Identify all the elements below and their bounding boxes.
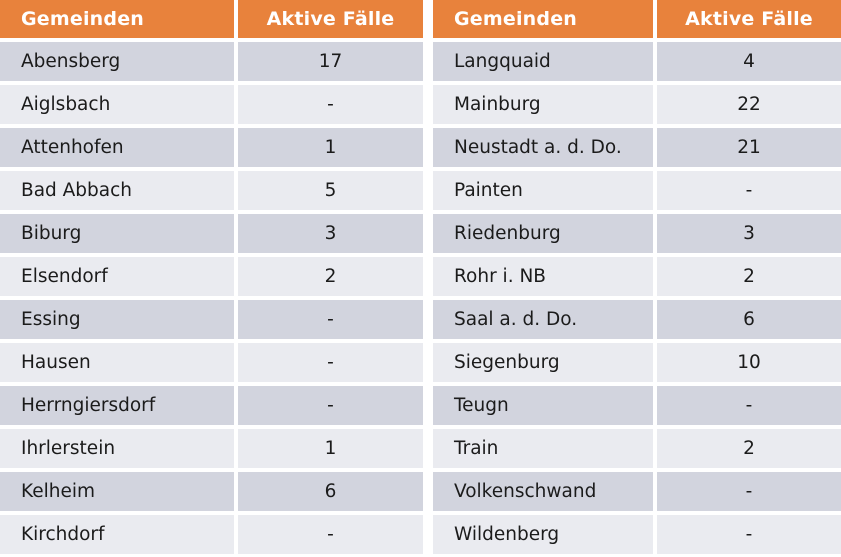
active-cases-value-cell: 2	[238, 257, 423, 300]
active-cases-value-cell: 17	[238, 42, 423, 85]
municipality-name-cell: Abensberg	[0, 42, 238, 85]
active-cases-value-cell: -	[657, 386, 841, 429]
column-header-gemeinden: Gemeinden	[433, 0, 657, 42]
column-header-aktive-faelle: Aktive Fälle	[238, 0, 423, 42]
table-row: Essing -	[0, 300, 423, 343]
active-cases-value-cell: 21	[657, 128, 841, 171]
table-row: Biburg 3	[0, 214, 423, 257]
right-table-body: Langquaid 4 Mainburg 22 Neustadt a. d. Do. 21…	[433, 42, 841, 557]
municipality-name-cell: Rohr i. NB	[433, 257, 657, 300]
municipality-name-cell: Painten	[433, 171, 657, 214]
municipality-name-cell: Riedenburg	[433, 214, 657, 257]
column-header-aktive-faelle: Aktive Fälle	[657, 0, 841, 42]
active-cases-value-cell: -	[238, 343, 423, 386]
municipality-name-cell: Essing	[0, 300, 238, 343]
table-row: Rohr i. NB 2	[433, 257, 841, 300]
municipality-name-cell: Hausen	[0, 343, 238, 386]
table-row: Bad Abbach 5	[0, 171, 423, 214]
table-row: Teugn -	[433, 386, 841, 429]
municipality-name-cell: Train	[433, 429, 657, 472]
header-row: Gemeinden Aktive Fälle	[0, 0, 423, 42]
table-row: Abensberg 17	[0, 42, 423, 85]
municipality-name-cell: Mainburg	[433, 85, 657, 128]
active-cases-value-cell: -	[238, 386, 423, 429]
municipality-name-cell: Herrngiersdorf	[0, 386, 238, 429]
active-cases-value-cell: -	[238, 300, 423, 343]
active-cases-value-cell: -	[238, 85, 423, 128]
active-cases-value-cell: 4	[657, 42, 841, 85]
table-row: Attenhofen 1	[0, 128, 423, 171]
active-cases-value-cell: 6	[657, 300, 841, 343]
table-row: Siegenburg 10	[433, 343, 841, 386]
table-row: Riedenburg 3	[433, 214, 841, 257]
table-row: Herrngiersdorf -	[0, 386, 423, 429]
active-cases-value-cell: 22	[657, 85, 841, 128]
municipality-name-cell: Langquaid	[433, 42, 657, 85]
municipality-name-cell: Elsendorf	[0, 257, 238, 300]
municipality-name-cell: Neustadt a. d. Do.	[433, 128, 657, 171]
right-table-header: Gemeinden Aktive Fälle	[433, 0, 841, 42]
left-table: Gemeinden Aktive Fälle Abensberg 17 Aiglsb…	[0, 0, 423, 557]
table-row: Neustadt a. d. Do. 21	[433, 128, 841, 171]
table-row: Langquaid 4	[433, 42, 841, 85]
municipality-name-cell: Biburg	[0, 214, 238, 257]
table-row: Volkenschwand -	[433, 472, 841, 515]
active-cases-value-cell: -	[657, 171, 841, 214]
active-cases-value-cell: 2	[657, 257, 841, 300]
right-table: Gemeinden Aktive Fälle Langquaid 4 Mainbur…	[433, 0, 841, 557]
left-table-body: Abensberg 17 Aiglsbach - Attenhofen 1 Bad Abba…	[0, 42, 423, 557]
header-row: Gemeinden Aktive Fälle	[433, 0, 841, 42]
active-cases-value-cell: -	[657, 472, 841, 515]
active-cases-value-cell: 3	[238, 214, 423, 257]
table-row: Aiglsbach -	[0, 85, 423, 128]
active-cases-value-cell: 10	[657, 343, 841, 386]
active-cases-value-cell: -	[238, 515, 423, 557]
active-cases-value-cell: 6	[238, 472, 423, 515]
table-row: Hausen -	[0, 343, 423, 386]
municipality-name-cell: Attenhofen	[0, 128, 238, 171]
table-row: Wildenberg -	[433, 515, 841, 557]
column-header-gemeinden: Gemeinden	[0, 0, 238, 42]
table-row: Train 2	[433, 429, 841, 472]
table-row: Elsendorf 2	[0, 257, 423, 300]
municipality-name-cell: Kirchdorf	[0, 515, 238, 557]
municipality-name-cell: Saal a. d. Do.	[433, 300, 657, 343]
municipality-name-cell: Ihrlerstein	[0, 429, 238, 472]
active-cases-value-cell: -	[657, 515, 841, 557]
municipality-name-cell: Volkenschwand	[433, 472, 657, 515]
municipality-name-cell: Teugn	[433, 386, 657, 429]
table-row: Kirchdorf -	[0, 515, 423, 557]
table-row: Mainburg 22	[433, 85, 841, 128]
active-cases-value-cell: 2	[657, 429, 841, 472]
table-row: Saal a. d. Do. 6	[433, 300, 841, 343]
table-row: Painten -	[433, 171, 841, 214]
active-cases-value-cell: 1	[238, 128, 423, 171]
table-row: Ihrlerstein 1	[0, 429, 423, 472]
active-cases-value-cell: 1	[238, 429, 423, 472]
municipality-name-cell: Siegenburg	[433, 343, 657, 386]
left-table-header: Gemeinden Aktive Fälle	[0, 0, 423, 42]
active-cases-value-cell: 3	[657, 214, 841, 257]
table-row: Kelheim 6	[0, 472, 423, 515]
municipality-name-cell: Kelheim	[0, 472, 238, 515]
municipality-name-cell: Aiglsbach	[0, 85, 238, 128]
municipality-name-cell: Wildenberg	[433, 515, 657, 557]
active-cases-value-cell: 5	[238, 171, 423, 214]
municipality-name-cell: Bad Abbach	[0, 171, 238, 214]
